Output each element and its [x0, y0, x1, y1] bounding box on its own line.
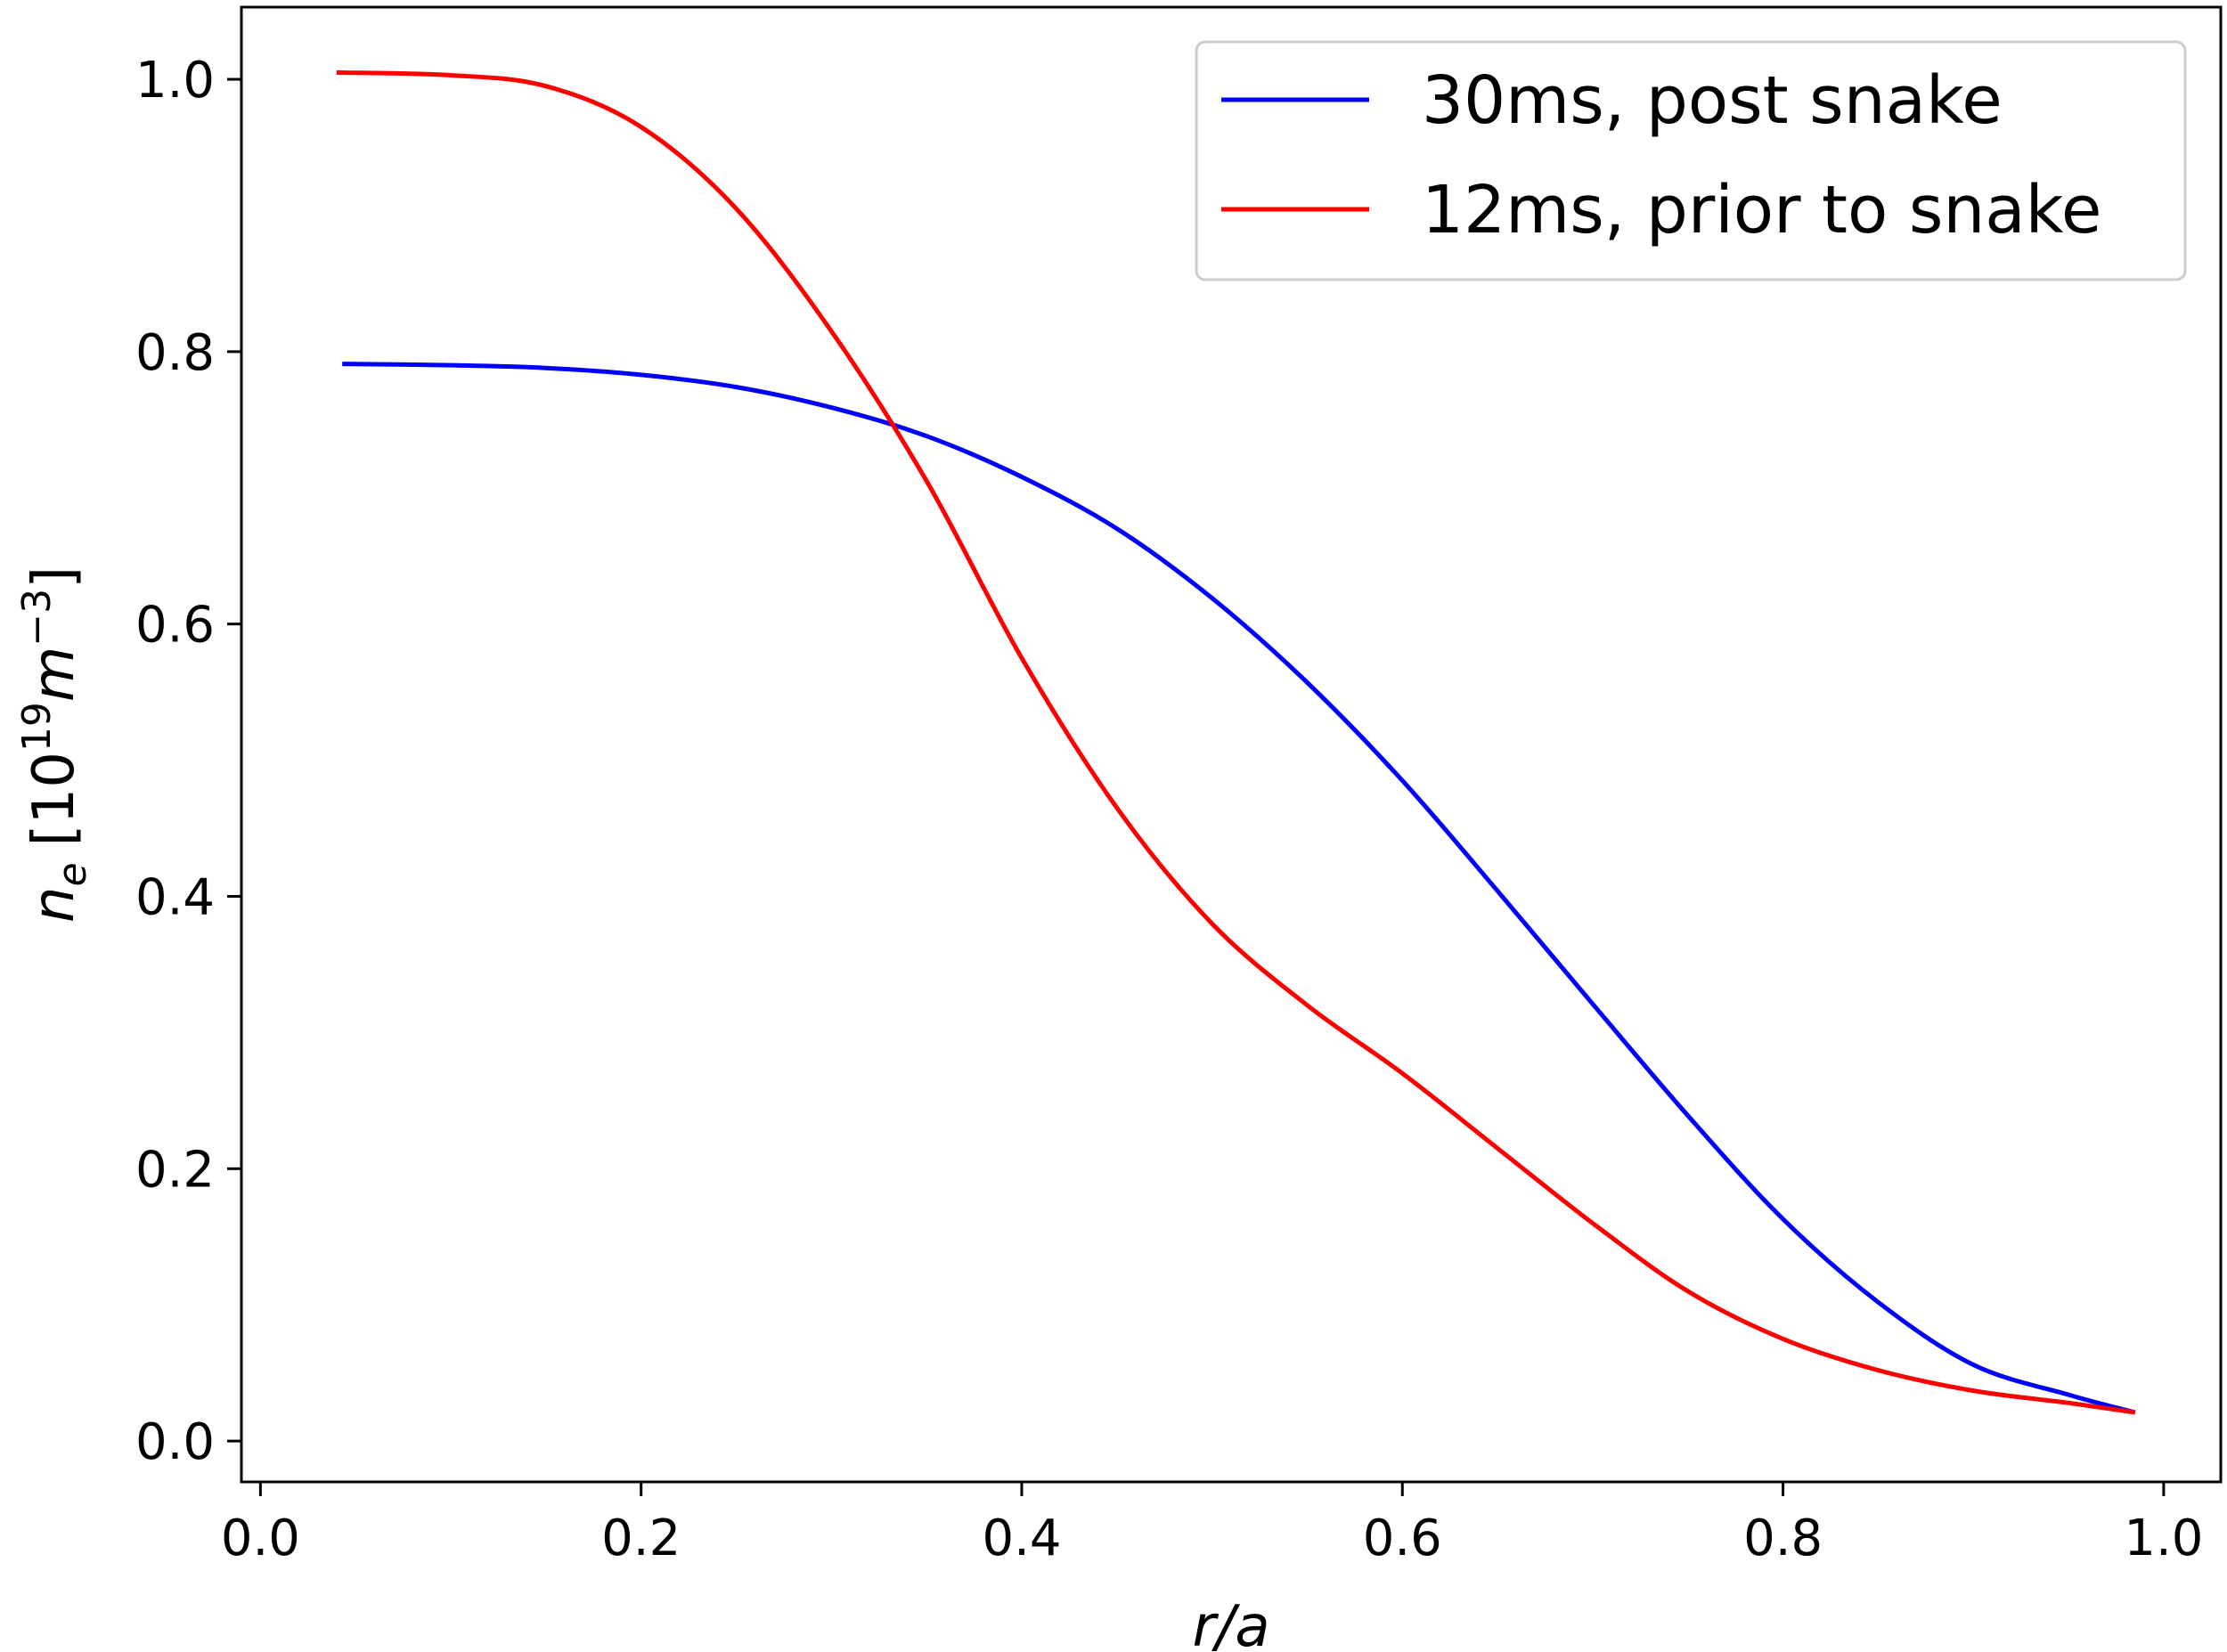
y-tick-label: 0.4: [135, 868, 215, 926]
legend: 30ms, post snake 12ms, prior to snake: [1195, 40, 2187, 281]
x-tick-label: 0.6: [1363, 1510, 1442, 1567]
y-axis-ticks: 0.0 0.2 0.4 0.6 0.8 1.0: [135, 52, 241, 1471]
series-line-0: [342, 362, 2136, 1415]
x-tick-label: 0.0: [221, 1510, 300, 1567]
x-tick-label: 1.0: [2124, 1510, 2203, 1567]
legend-label-post-snake: 30ms, post snake: [1422, 62, 2003, 139]
legend-box: [1195, 40, 2187, 281]
x-tick-label: 0.2: [601, 1510, 681, 1567]
legend-label-prior-snake: 12ms, prior to snake: [1422, 172, 2101, 248]
y-axis-label-unit-exponent: −3: [14, 589, 60, 647]
y-axis-label-subscript: e: [50, 862, 95, 886]
y-tick-label: 0.2: [135, 1141, 215, 1199]
plot-frame: [240, 5, 2223, 1484]
y-tick-label: 0.8: [135, 324, 215, 382]
series-layer: [336, 69, 2136, 1415]
x-tick-label: 0.4: [982, 1510, 1061, 1567]
y-tick-label: 0.6: [135, 597, 215, 655]
y-axis-label-unit-close: ]: [21, 566, 87, 589]
y-axis-label-unit-var: m: [21, 647, 87, 702]
x-tick-label: 0.8: [1743, 1510, 1823, 1567]
y-axis-label-exponent: 19: [14, 702, 60, 752]
y-tick-label: 0.0: [135, 1413, 215, 1471]
x-axis-label: r/a: [1192, 1594, 1269, 1652]
series-line-1: [336, 69, 2136, 1415]
x-axis-ticks: 0.0 0.2 0.4 0.6 0.8 1.0: [221, 1482, 2203, 1567]
y-axis-label-var: n: [21, 887, 87, 924]
y-tick-label: 1.0: [135, 52, 215, 110]
y-axis-label: ne [1019m−3]: [14, 566, 95, 923]
y-axis-label-unit-open: [10: [21, 752, 87, 846]
